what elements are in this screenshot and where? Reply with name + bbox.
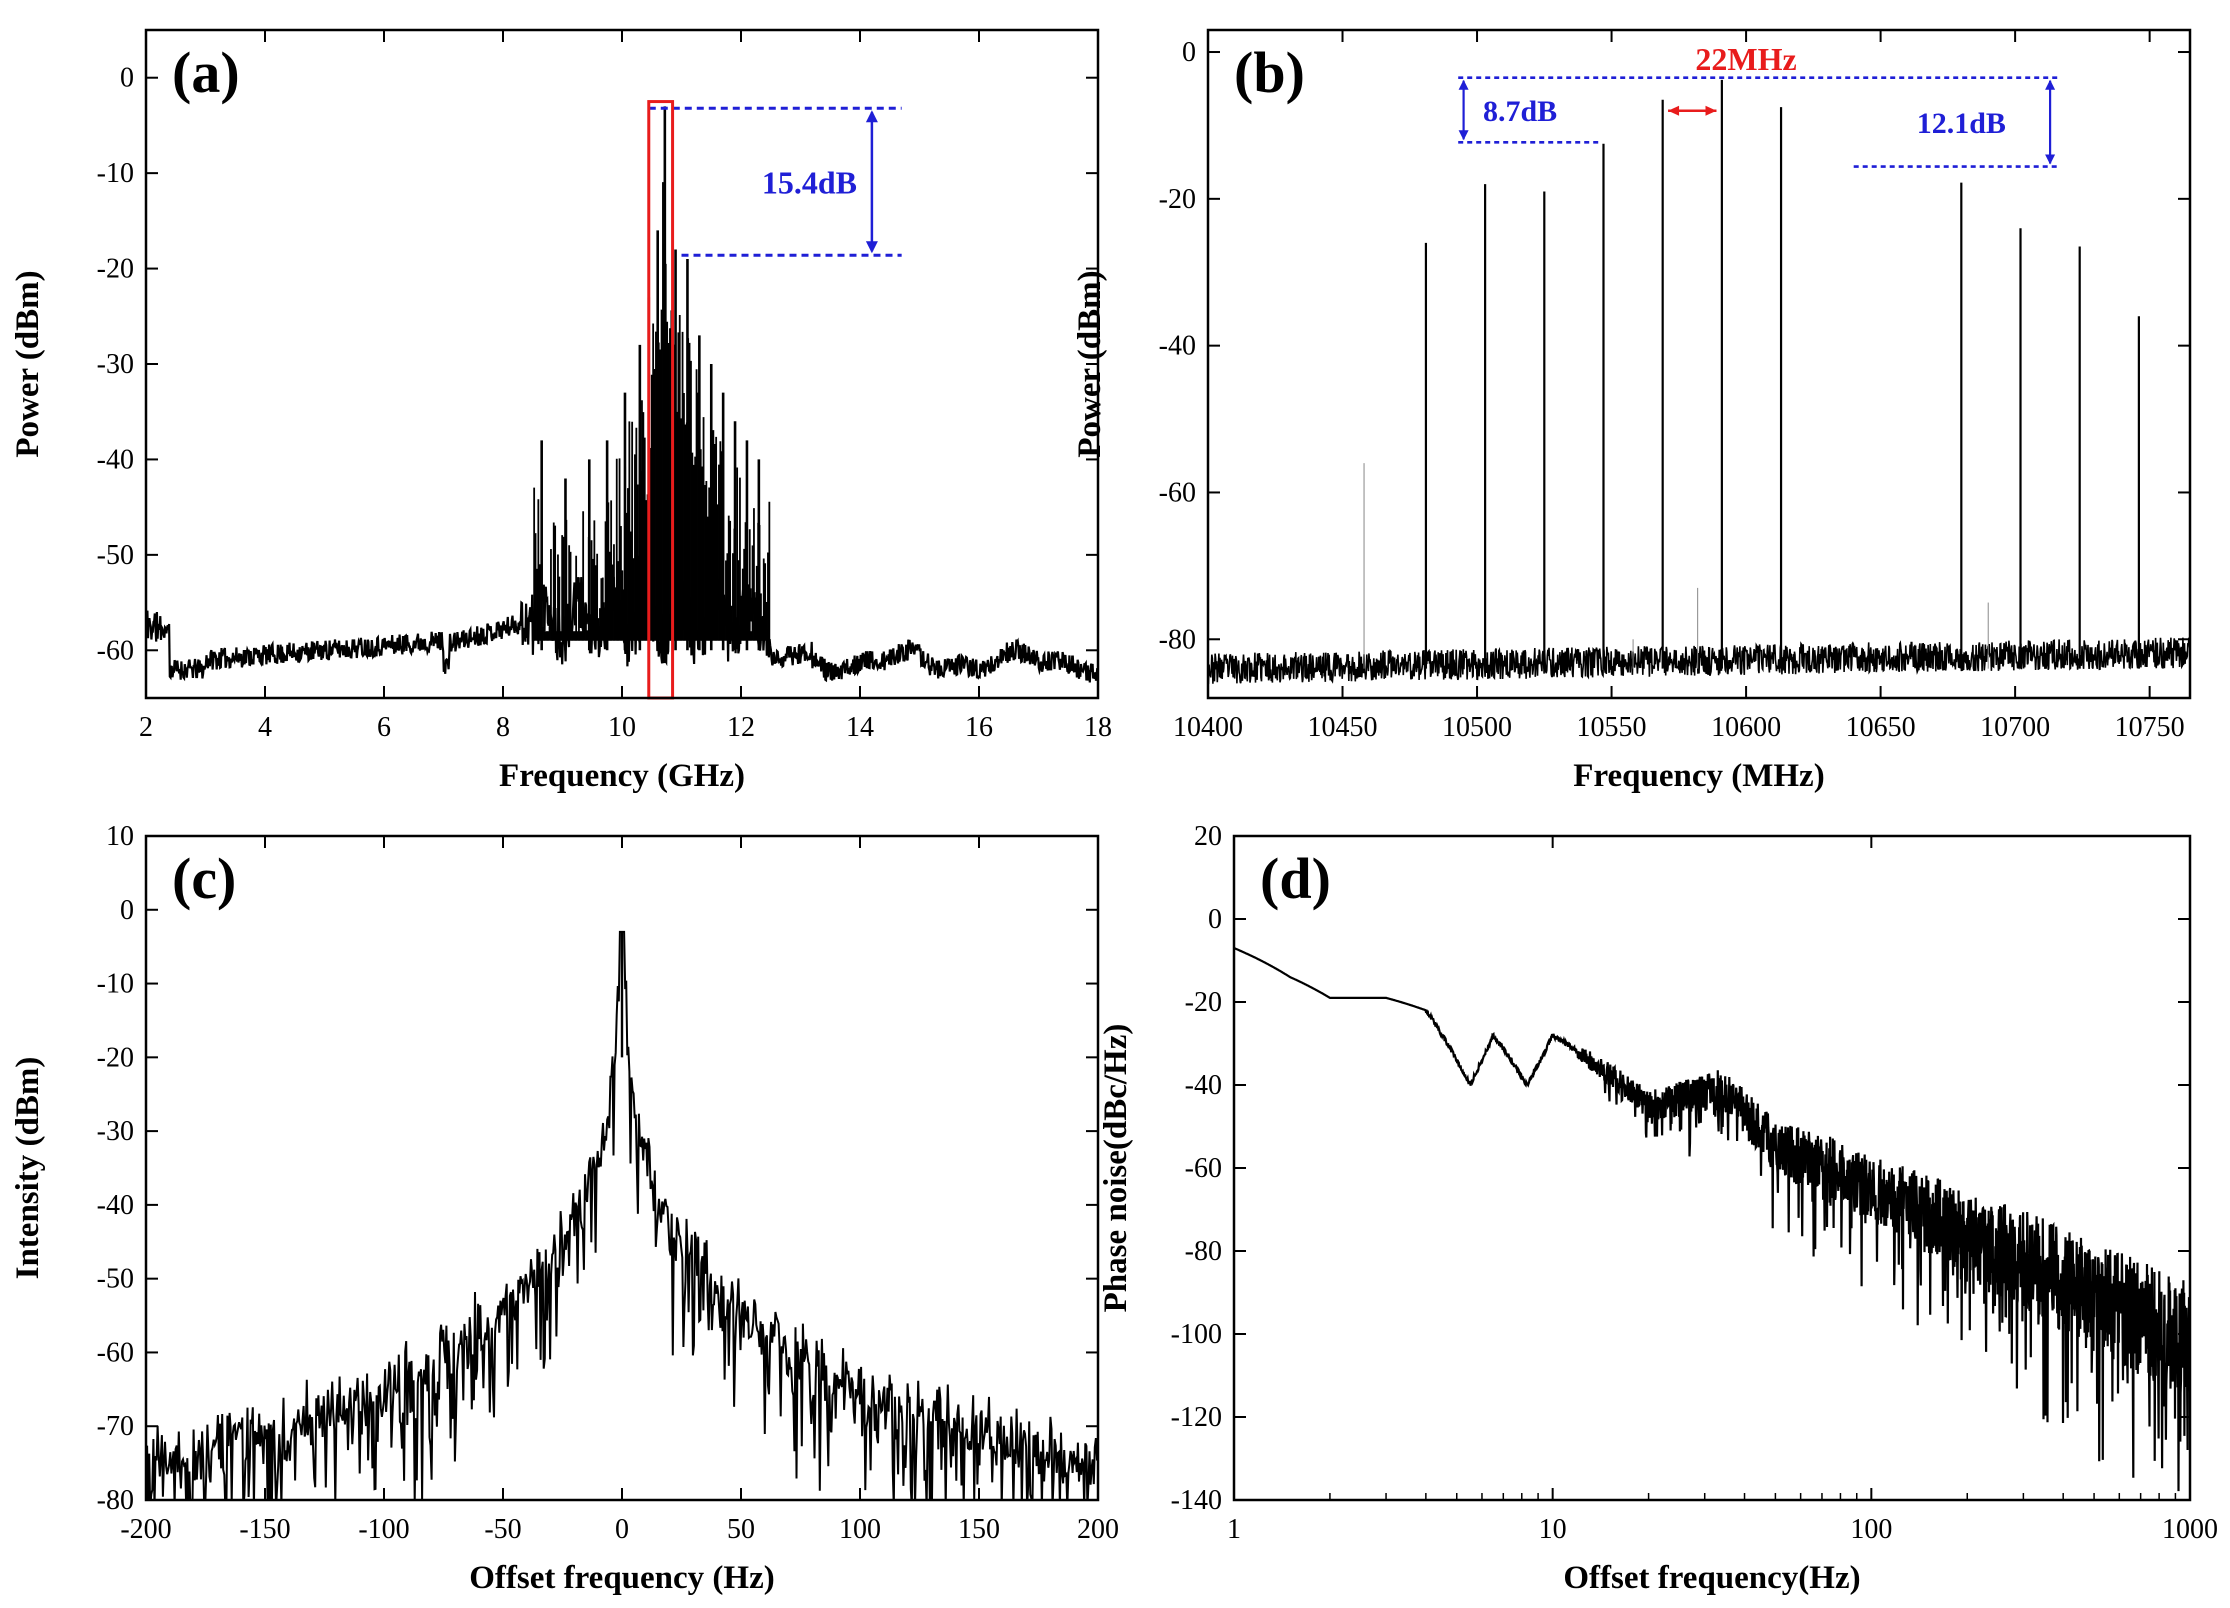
x-tick-label: -150 [239, 1514, 290, 1545]
arrow-head-down [865, 241, 878, 254]
y-tick-label: -30 [97, 349, 134, 380]
y-tick-label: -50 [97, 1264, 134, 1295]
y-axis-title: Phase noise(dBc/Hz) [1098, 1024, 1134, 1313]
y-tick-label: -40 [97, 444, 134, 475]
y-tick-label: 20 [1194, 821, 1222, 852]
arrow-head-right [1705, 105, 1717, 116]
y-axis-title: Power (dBm) [10, 270, 46, 457]
y-tick-label: -20 [1159, 184, 1196, 215]
arrow-head [2045, 79, 2056, 90]
x-tick-label: 10700 [1980, 712, 2050, 743]
y-tick-label: -70 [97, 1411, 134, 1442]
y-tick-label: -140 [1171, 1485, 1222, 1516]
y-tick-label: -120 [1171, 1402, 1222, 1433]
x-tick-label: 1000 [2162, 1514, 2218, 1545]
y-tick-label: -50 [97, 540, 134, 571]
y-tick-label: -10 [97, 158, 134, 189]
y-tick-label: -40 [1185, 1070, 1222, 1101]
y-tick-label: -100 [1171, 1319, 1222, 1350]
y-tick-label: -20 [97, 1042, 134, 1073]
panel-b-data [1208, 79, 2190, 685]
panel-c-data [146, 930, 1098, 1500]
x-tick-label: 100 [1850, 1514, 1892, 1545]
noise-floor-trace [1208, 637, 2190, 685]
x-tick-label: 10500 [1442, 712, 1512, 743]
spacing-label: 22MHz [1695, 41, 1796, 77]
y-tick-label: -60 [1159, 477, 1196, 508]
x-tick-label: -200 [120, 1514, 171, 1545]
x-tick-label: 200 [1077, 1514, 1119, 1545]
x-tick-label: 2 [139, 712, 153, 743]
arrow-head-up [865, 110, 878, 123]
x-tick-label: -50 [484, 1514, 521, 1545]
x-tick-label: 0 [615, 1514, 629, 1545]
y-tick-label: -30 [97, 1116, 134, 1147]
x-axis-title: Offset frequency(Hz) [1563, 1560, 1860, 1596]
panel-d-data [1234, 946, 2190, 1492]
arrow-head [2045, 154, 2056, 165]
level-difference-label: 15.4dB [762, 165, 857, 201]
y-tick-label: -80 [1185, 1236, 1222, 1267]
x-axis-title: Offset frequency (Hz) [469, 1560, 774, 1596]
x-tick-label: 10550 [1577, 712, 1647, 743]
x-tick-label: 10400 [1173, 712, 1243, 743]
x-tick-label: 14 [846, 712, 874, 743]
x-tick-label: 1 [1227, 1514, 1241, 1545]
y-tick-label: -60 [97, 1337, 134, 1368]
x-tick-label: 10450 [1308, 712, 1378, 743]
x-tick-label: 8 [496, 712, 510, 743]
x-tick-label: 10 [1539, 1514, 1567, 1545]
x-tick-label: 4 [258, 712, 272, 743]
label-8-7db: 8.7dB [1483, 95, 1557, 128]
panel-0-axes: 2 4 6 8 10 12 14 16 18 0 -10 -20 -30 -40 -50 -60 Frequen… [10, 28, 1112, 794]
beat-note-spectrum [146, 930, 1098, 1500]
y-tick-label: -60 [97, 635, 134, 666]
phase-noise-trace [1234, 946, 2190, 1492]
plot-frame [1206, 28, 2192, 700]
y-tick-label: 0 [1182, 37, 1196, 68]
x-tick-label: 12 [727, 712, 755, 743]
x-tick-label: 10600 [1711, 712, 1781, 743]
arrow-head-left [1668, 105, 1680, 116]
label-12-1db: 12.1dB [1917, 107, 2006, 140]
x-tick-label: 10650 [1846, 712, 1916, 743]
y-tick-label: -10 [97, 969, 134, 1000]
y-tick-label: -60 [1185, 1153, 1222, 1184]
panel-label: (d) [1260, 846, 1331, 911]
x-tick-label: 16 [965, 712, 993, 743]
y-tick-label: -40 [97, 1190, 134, 1221]
x-axis-title: Frequency (GHz) [499, 758, 745, 794]
panel-1-axes: 10400 10450 10500 10550 10600 10650 10700 10750… [1072, 28, 2192, 794]
y-tick-label: 10 [106, 821, 134, 852]
y-tick-label: -80 [97, 1485, 134, 1516]
x-tick-label: -100 [358, 1514, 409, 1545]
x-tick-label: 100 [839, 1514, 881, 1545]
panel-label: (b) [1234, 40, 1305, 105]
y-tick-label: -20 [97, 254, 134, 285]
x-tick-label: 10 [608, 712, 636, 743]
x-axis-title: Frequency (MHz) [1573, 758, 1824, 794]
y-tick-label: -80 [1159, 624, 1196, 655]
y-tick-label: 0 [120, 63, 134, 94]
y-axis-title: Power (dBm) [1072, 270, 1108, 457]
panel-3-axes: 1 10 100 1000 20 0 -20 -40 -60 -80 -100 -120 -140 Off… [1098, 821, 2218, 1596]
y-axis-title: Intensity (dBm) [10, 1057, 46, 1280]
panel-label: (a) [172, 40, 240, 105]
panel-label: (c) [172, 846, 236, 911]
x-tick-label: 50 [727, 1514, 755, 1545]
x-tick-label: 10750 [2115, 712, 2185, 743]
y-tick-label: -20 [1185, 987, 1222, 1018]
panel-2-axes: -200 -150 -100 -50 0 50 100 150 200100-10-20-30-… [10, 821, 1119, 1596]
y-tick-label: -40 [1159, 331, 1196, 362]
x-tick-label: 6 [377, 712, 391, 743]
y-tick-label: 0 [1208, 904, 1222, 935]
arrow-head [1458, 130, 1469, 141]
y-tick-label: 0 [120, 895, 134, 926]
arrow-head [1458, 79, 1469, 90]
x-tick-label: 150 [958, 1514, 1000, 1545]
x-tick-label: 18 [1084, 712, 1112, 743]
